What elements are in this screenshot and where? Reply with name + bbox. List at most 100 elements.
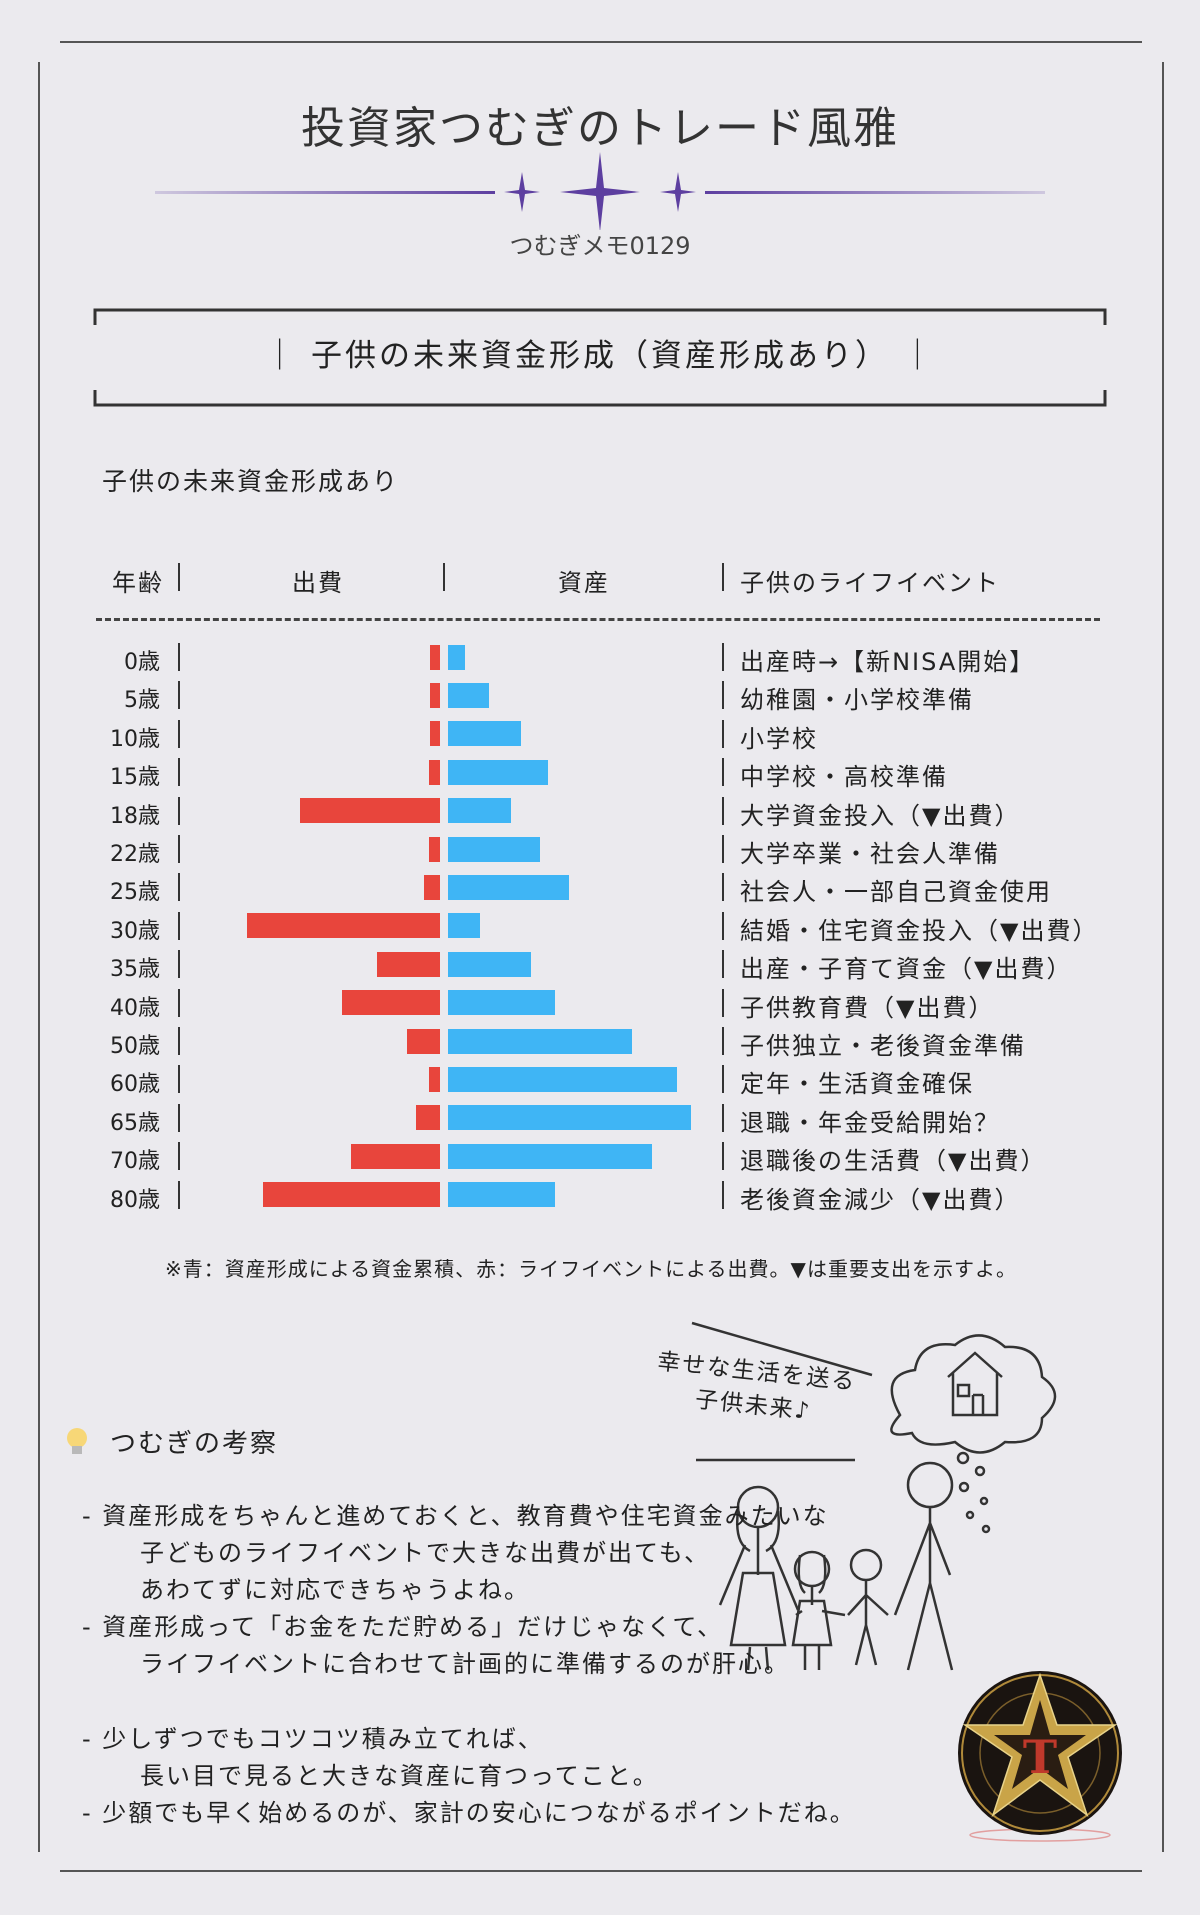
header-expense: 出費: [292, 569, 344, 597]
top-border: [60, 41, 1142, 43]
family-boy-icon: [847, 1548, 889, 1666]
row-separator: [178, 719, 180, 748]
family-father-icon: [893, 1461, 954, 1671]
row-separator: [178, 835, 180, 863]
row-separator: [722, 835, 724, 863]
expense-bar: [247, 913, 440, 939]
age-label: 22歳: [110, 842, 160, 867]
age-label: 15歳: [110, 765, 160, 791]
age-label: 25歳: [110, 880, 160, 906]
left-border: [38, 62, 40, 1852]
row-separator: [722, 796, 724, 825]
event-label: 出産・子育て資金（▼出費）: [740, 955, 1073, 984]
insight-line: - 少額でも早く始めるのが、家計の安心につながるポイントだね。: [82, 1799, 856, 1827]
expense-bar: [350, 1143, 440, 1169]
family-mother-icon: [718, 1485, 800, 1671]
row-separator: [722, 681, 724, 710]
row-separator: [178, 1180, 180, 1209]
expense-bar: [407, 1028, 440, 1054]
insight-title: つむぎの考察: [110, 1429, 279, 1459]
event-label: 中学校・高校準備: [740, 763, 948, 792]
asset-bar: [448, 644, 466, 670]
event-label: 子供教育費（▼出費）: [740, 993, 995, 1022]
age-label: 60歳: [110, 1072, 160, 1098]
footnote: ※青：資産形成による資金累積、赤：ライフイベントによる出費。▼は重要支出を示すよ…: [165, 1257, 1017, 1281]
row-separator: [178, 681, 180, 710]
event-label: 退職・年金受給開始？: [740, 1108, 1000, 1137]
lightbulb-icon: [67, 1428, 87, 1454]
row-separator: [178, 758, 180, 787]
row-separator: [722, 1065, 724, 1094]
row-separator: [722, 1180, 724, 1209]
family-illustration: [691, 1321, 1057, 1671]
right-border: [1162, 62, 1164, 1852]
expense-bar: [430, 721, 440, 747]
row-separator: [722, 873, 724, 902]
event-label: 老後資金減少（▼出費）: [740, 1185, 1021, 1214]
row-separator: [178, 1027, 180, 1055]
asset-bar: [448, 990, 556, 1016]
expense-bar: [376, 951, 440, 977]
header-asset: 資産: [558, 569, 610, 597]
expense-bar: [429, 1066, 440, 1092]
section-frame: [93, 308, 1107, 407]
event-label: 社会人・一部自己資金使用: [740, 878, 1052, 907]
row-separator: [722, 758, 724, 787]
page-title: 投資家つむぎのトレード風雅: [301, 103, 899, 154]
header-separator: [722, 563, 724, 591]
family-girl-icon: [791, 1550, 846, 1670]
sparkle-divider: [155, 152, 1045, 230]
asset-bar: [448, 1066, 678, 1092]
row-separator: [722, 1027, 724, 1055]
asset-bar: [448, 682, 490, 708]
row-separator: [722, 911, 724, 940]
row-separator: [722, 988, 724, 1017]
insight-line: 子どものライフイベントで大きな出費が出ても、: [140, 1539, 711, 1567]
header-dashed-rule: [96, 618, 1100, 621]
age-label: 18歳: [110, 803, 160, 829]
age-label: 10歳: [110, 726, 160, 752]
asset-bar: [448, 759, 549, 785]
thought-cloud-icon: [890, 1334, 1057, 1534]
section-heading: ｜ 子供の未来資金形成（資産形成あり） ｜: [264, 338, 936, 374]
age-label: 5歳: [124, 688, 160, 714]
age-label: 35歳: [110, 957, 160, 983]
age-label: 40歳: [110, 995, 160, 1021]
expense-bar: [429, 759, 440, 785]
insight-line: あわてずに対応できちゃうよね。: [140, 1576, 530, 1604]
chart-caption: 子供の未来資金形成あり: [102, 467, 400, 496]
expense-bar: [342, 990, 440, 1016]
asset-bar: [448, 913, 480, 939]
asset-bar: [448, 1105, 691, 1131]
row-separator: [178, 1142, 180, 1171]
row-separator: [722, 1103, 724, 1132]
event-label: 大学卒業・社会人準備: [740, 840, 1000, 868]
age-label: 50歳: [110, 1034, 160, 1059]
header-separator: [443, 563, 445, 591]
event-label: 退職後の生活費（▼出費）: [740, 1147, 1047, 1176]
asset-bar: [448, 951, 531, 977]
event-label: 幼稚園・小学校準備: [740, 686, 974, 715]
expense-bar: [430, 682, 440, 708]
event-label: 結婚・住宅資金投入（▼出費）: [740, 916, 1099, 945]
insight-line: ライフイベントに合わせて計画的に準備するのが肝心。: [140, 1650, 790, 1678]
row-separator: [722, 643, 724, 671]
event-label: 小学校: [740, 724, 818, 753]
header-separator: [178, 563, 180, 591]
event-label: 定年・生活資金確保: [740, 1070, 974, 1099]
row-separator: [722, 719, 724, 748]
sparkle-icon-left: [504, 172, 540, 212]
expense-bar: [299, 798, 440, 824]
bottom-border: [60, 1870, 1142, 1872]
row-separator: [178, 873, 180, 902]
trade-legacy-logo: T: [958, 1671, 1122, 1842]
svg-text:T: T: [1023, 1730, 1057, 1784]
age-label: 30歳: [110, 918, 160, 944]
age-label: 70歳: [110, 1149, 160, 1175]
memo-label: つむぎメモ0129: [509, 232, 691, 260]
insight-line: - 資産形成って「お金をただ貯める」だけじゃなくて、: [82, 1613, 724, 1641]
row-separator: [178, 643, 180, 671]
asset-bar: [448, 721, 522, 747]
expense-bar: [263, 1182, 440, 1208]
row-separator: [178, 796, 180, 825]
